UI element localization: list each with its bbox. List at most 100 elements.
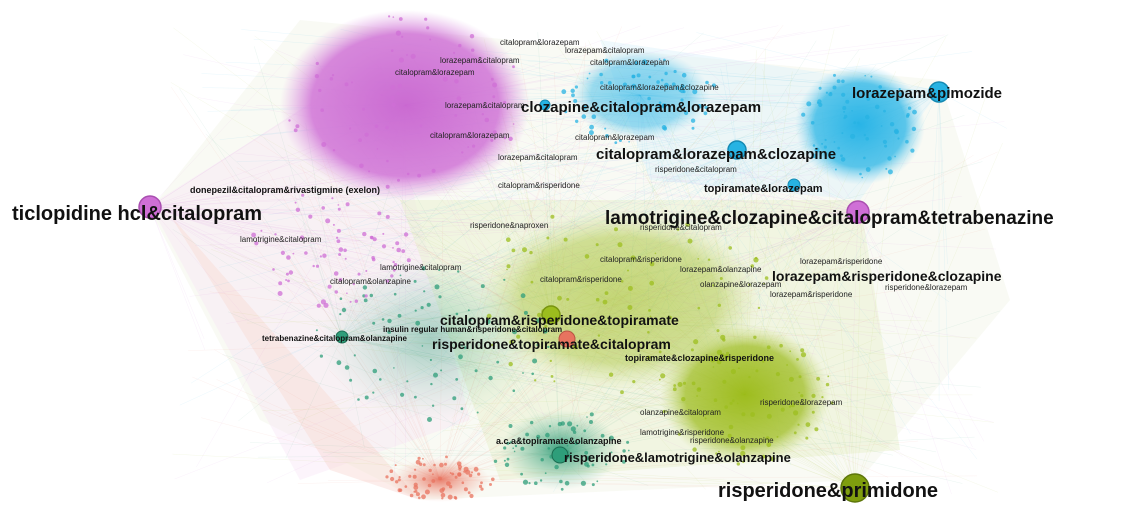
graph-node bbox=[539, 479, 543, 482]
graph-node bbox=[736, 402, 739, 405]
graph-node bbox=[364, 294, 368, 298]
graph-node bbox=[439, 488, 445, 493]
graph-edge bbox=[800, 268, 856, 489]
graph-node bbox=[753, 335, 757, 339]
graph-node bbox=[471, 48, 475, 52]
graph-node bbox=[627, 285, 633, 291]
graph-node bbox=[508, 424, 513, 428]
label-small: citalopram&lorazepam bbox=[395, 68, 475, 77]
graph-node bbox=[574, 85, 579, 89]
graph-node bbox=[685, 222, 690, 227]
label-donepezil: donepezil&citalopram&rivastigmine (exelo… bbox=[190, 185, 380, 195]
graph-edge bbox=[857, 195, 963, 213]
graph-node bbox=[605, 134, 609, 138]
graph-node bbox=[574, 441, 578, 445]
graph-node bbox=[814, 427, 819, 432]
graph-node bbox=[353, 354, 356, 357]
graph-node bbox=[490, 77, 494, 81]
label-ticlopidine: ticlopidine hcl&citalopram bbox=[12, 203, 262, 225]
node-topiramate-lorazepam bbox=[787, 178, 801, 192]
graph-node bbox=[474, 369, 478, 373]
graph-node bbox=[395, 480, 399, 484]
graph-node bbox=[362, 285, 368, 290]
graph-node bbox=[393, 292, 397, 296]
graph-node bbox=[336, 239, 341, 244]
graph-node bbox=[531, 372, 534, 376]
graph-edge bbox=[711, 88, 859, 213]
graph-node bbox=[786, 364, 788, 366]
graph-node bbox=[285, 279, 288, 281]
graph-node bbox=[278, 281, 283, 286]
graph-node bbox=[571, 93, 575, 98]
graph-node bbox=[445, 455, 448, 459]
graph-node bbox=[419, 462, 423, 466]
graph-node bbox=[536, 318, 541, 323]
graph-node bbox=[413, 279, 417, 283]
graph-edge bbox=[149, 206, 346, 323]
graph-node bbox=[452, 396, 457, 401]
graph-node bbox=[592, 439, 595, 442]
graph-node bbox=[897, 137, 900, 140]
graph-node bbox=[672, 387, 677, 392]
graph-node bbox=[898, 92, 903, 97]
graph-node bbox=[788, 376, 794, 382]
graph-node bbox=[557, 421, 563, 427]
graph-node bbox=[557, 295, 562, 301]
graph-node bbox=[417, 173, 421, 178]
graph-node bbox=[414, 395, 417, 399]
label-small: lorazepam&citalopram bbox=[565, 46, 645, 55]
graph-node bbox=[503, 100, 507, 105]
graph-node bbox=[463, 346, 467, 349]
graph-node bbox=[388, 15, 391, 18]
graph-node bbox=[715, 452, 718, 455]
graph-node bbox=[763, 282, 765, 285]
graph-node bbox=[666, 410, 669, 413]
label-risperidone-topiramate-citalopram: risperidone&topiramate&citalopram bbox=[432, 336, 671, 352]
graph-node bbox=[712, 366, 715, 368]
graph-node bbox=[346, 292, 348, 295]
graph-node bbox=[604, 58, 609, 63]
graph-node bbox=[489, 483, 492, 486]
graph-node bbox=[508, 136, 513, 141]
graph-node bbox=[467, 146, 470, 148]
graph-node bbox=[476, 411, 479, 414]
graph-node bbox=[589, 420, 593, 424]
graph-node bbox=[352, 282, 355, 286]
graph-node bbox=[486, 313, 492, 319]
graph-node bbox=[392, 247, 394, 249]
graph-node bbox=[591, 463, 595, 467]
graph-node bbox=[610, 63, 612, 65]
medium-labels: topiramate&lorazepam donepezil&citalopra… bbox=[190, 183, 823, 446]
graph-node bbox=[480, 284, 485, 289]
graph-node bbox=[811, 393, 816, 398]
graph-node bbox=[844, 114, 848, 119]
graph-edge bbox=[254, 94, 641, 401]
graph-node bbox=[595, 243, 599, 247]
graph-node bbox=[800, 394, 804, 398]
graph-node bbox=[344, 82, 349, 87]
label-small: citalopram&risperidone bbox=[540, 275, 622, 284]
graph-node bbox=[690, 118, 696, 123]
graph-edge bbox=[854, 127, 896, 489]
label-citalopram-lorazepam-clozapine: citalopram&lorazepam&clozapine bbox=[596, 146, 836, 163]
label-aca: a.c.a&topiramate&olanzapine bbox=[496, 436, 622, 446]
graph-node bbox=[392, 268, 396, 272]
graph-edge bbox=[736, 149, 950, 303]
node-tetrabenazine-olanzapine bbox=[335, 330, 349, 344]
graph-node bbox=[454, 496, 458, 500]
graph-node bbox=[537, 312, 542, 318]
label-small: citalopram&risperidone bbox=[498, 181, 580, 190]
node-olanzapine-cluster bbox=[551, 446, 569, 464]
graph-node bbox=[542, 328, 548, 334]
graph-node bbox=[334, 290, 338, 294]
graph-node bbox=[372, 321, 376, 325]
graph-node bbox=[707, 459, 710, 462]
graph-node bbox=[372, 368, 378, 374]
graph-node bbox=[825, 382, 830, 387]
graph-edge bbox=[848, 367, 856, 489]
graph-node bbox=[422, 477, 426, 481]
graph-node bbox=[841, 132, 844, 135]
graph-node bbox=[691, 381, 696, 386]
graph-node bbox=[338, 253, 342, 256]
graph-node bbox=[354, 299, 358, 303]
